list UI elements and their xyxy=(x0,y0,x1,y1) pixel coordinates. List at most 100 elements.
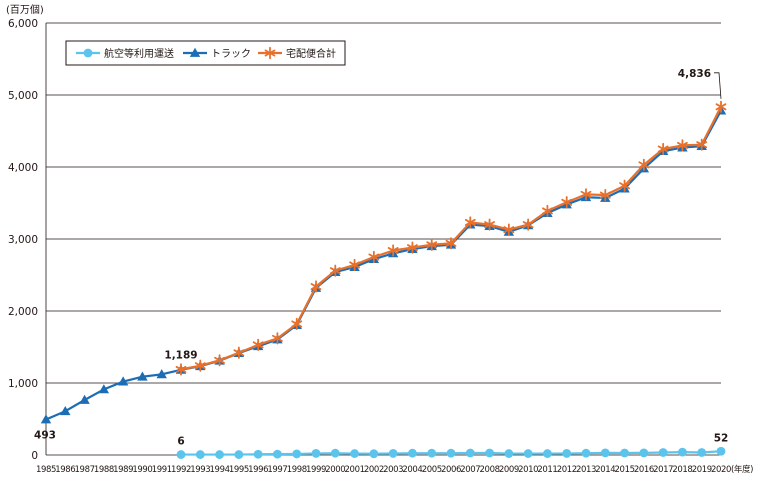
series-2 xyxy=(175,100,727,376)
data-point xyxy=(715,100,727,113)
x-tick-label: 2017 xyxy=(653,465,673,475)
series-line xyxy=(45,110,722,421)
data-point xyxy=(98,384,110,394)
data-label: 52 xyxy=(714,432,729,444)
data-point xyxy=(272,332,283,345)
data-label: 1,189 xyxy=(164,349,197,361)
y-tick-label: 0 xyxy=(31,450,38,462)
data-point xyxy=(195,450,205,459)
series-0 xyxy=(176,446,726,459)
x-tick-label: 2007 xyxy=(460,465,480,475)
data-point xyxy=(117,376,129,386)
y-tick-label: 6,000 xyxy=(8,18,38,30)
leader-line xyxy=(714,72,722,99)
data-point xyxy=(349,258,360,272)
data-point xyxy=(368,250,380,264)
data-point xyxy=(253,449,263,459)
data-point xyxy=(292,449,302,459)
x-axis: 1985 1986 1987 1988 1989 1990 1991 1992 1993 1994… xyxy=(36,465,731,475)
data-point xyxy=(599,188,611,202)
data-point xyxy=(580,188,592,201)
x-tick-label: 2012 xyxy=(557,465,577,475)
y-axis: 0 1,000 2,000 3,000 4,000 5,000 6,000 xyxy=(8,18,47,462)
data-point xyxy=(543,449,552,458)
x-tick-label: 2005 xyxy=(422,465,442,475)
legend-item: トラック xyxy=(183,47,251,60)
data-point xyxy=(426,238,438,251)
data-point xyxy=(465,448,475,458)
x-tick-label: 2003 xyxy=(383,465,403,475)
x-tick-label: 2018 xyxy=(672,465,692,475)
data-point xyxy=(311,449,321,458)
x-tick-label: 1991 xyxy=(152,465,172,475)
x-axis-unit: (年度) xyxy=(731,464,753,475)
data-point xyxy=(619,179,630,192)
data-point xyxy=(697,448,707,457)
data-point xyxy=(638,158,650,171)
data-point xyxy=(696,138,708,151)
data-point xyxy=(427,448,437,458)
data-point xyxy=(264,46,276,60)
legend-label: トラック xyxy=(211,48,251,60)
y-tick-label: 5,000 xyxy=(8,90,38,102)
data-point xyxy=(445,237,457,250)
y-tick-label: 2,000 xyxy=(8,306,38,318)
x-tick-label: 1994 xyxy=(210,465,230,475)
legend-item: 宅配便合計 xyxy=(258,46,336,60)
data-point xyxy=(408,448,417,458)
x-tick-label: 1993 xyxy=(190,465,210,475)
data-point xyxy=(407,241,418,254)
x-tick-label: 1985 xyxy=(36,465,56,475)
x-tick-label: 2008 xyxy=(480,465,500,475)
data-point xyxy=(503,223,515,236)
data-point xyxy=(678,447,687,457)
data-point xyxy=(234,450,244,459)
data-point xyxy=(189,47,201,57)
data-point xyxy=(291,317,303,331)
x-tick-label: 1986 xyxy=(55,465,75,475)
data-point xyxy=(600,448,610,458)
x-tick-label: 2019 xyxy=(692,465,712,475)
data-point xyxy=(485,448,494,458)
x-tick-label: 1997 xyxy=(267,465,287,475)
y-axis-unit: (百万個) xyxy=(6,3,44,16)
x-tick-label: 2000 xyxy=(325,465,345,475)
data-label: 493 xyxy=(34,430,56,442)
data-point xyxy=(310,280,322,293)
x-tick-label: 2010 xyxy=(518,465,538,475)
x-tick-label: 2014 xyxy=(595,465,615,475)
data-point xyxy=(369,449,379,459)
data-point xyxy=(60,406,71,416)
x-tick-label: 2001 xyxy=(345,465,365,475)
data-point xyxy=(79,394,90,404)
x-tick-label: 2015 xyxy=(615,465,635,475)
legend-item: 航空等利用運送 xyxy=(76,47,174,60)
data-point xyxy=(137,371,148,381)
series-group xyxy=(40,100,727,459)
data-point xyxy=(252,338,264,351)
x-tick-label: 1999 xyxy=(306,465,326,475)
annotations-group: 493 1,189 6 4,836 52 xyxy=(34,68,728,448)
data-point xyxy=(83,48,93,58)
x-tick-label: 2020 xyxy=(711,465,731,475)
series-1 xyxy=(40,105,727,424)
legend-label: 宅配便合計 xyxy=(286,47,336,60)
data-point xyxy=(542,204,553,218)
data-point xyxy=(330,448,340,458)
data-point xyxy=(40,414,52,424)
data-point xyxy=(194,359,206,372)
data-point xyxy=(446,448,456,458)
x-tick-label: 1992 xyxy=(171,465,191,475)
data-point xyxy=(658,448,668,457)
x-tick-label: 1988 xyxy=(94,465,114,475)
data-point xyxy=(273,449,282,459)
data-point xyxy=(233,346,245,359)
data-point xyxy=(620,448,629,458)
y-tick-label: 1,000 xyxy=(8,378,38,390)
data-point xyxy=(156,369,167,379)
data-point xyxy=(581,448,591,458)
x-tick-label: 1989 xyxy=(113,465,133,475)
data-point xyxy=(214,354,225,367)
data-point xyxy=(484,218,495,231)
data-point xyxy=(350,449,359,458)
